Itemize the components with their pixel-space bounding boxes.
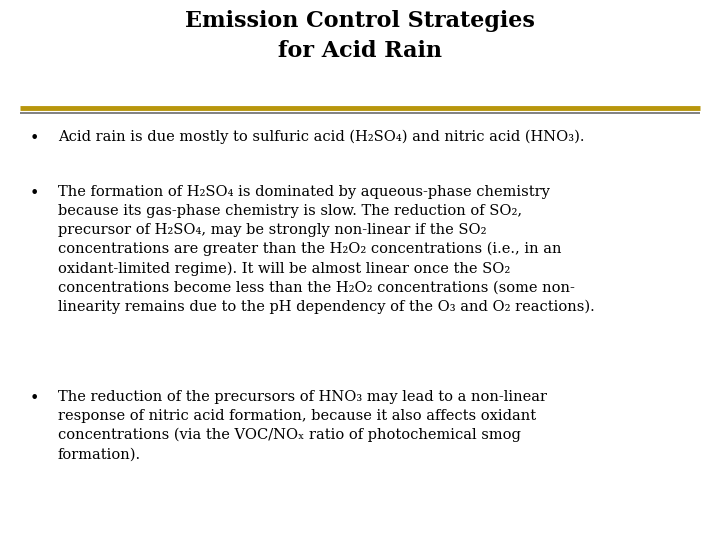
Text: •: • bbox=[30, 130, 40, 147]
Text: The reduction of the precursors of HNO₃ may lead to a non-linear
response of nit: The reduction of the precursors of HNO₃ … bbox=[58, 390, 547, 461]
Text: The formation of H₂SO₄ is dominated by aqueous-phase chemistry
because its gas-p: The formation of H₂SO₄ is dominated by a… bbox=[58, 185, 595, 314]
Text: Acid rain is due mostly to sulfuric acid (H₂SO₄) and nitric acid (HNO₃).: Acid rain is due mostly to sulfuric acid… bbox=[58, 130, 585, 144]
Text: •: • bbox=[30, 185, 40, 202]
Text: Emission Control Strategies
for Acid Rain: Emission Control Strategies for Acid Rai… bbox=[185, 10, 535, 62]
Text: •: • bbox=[30, 390, 40, 407]
